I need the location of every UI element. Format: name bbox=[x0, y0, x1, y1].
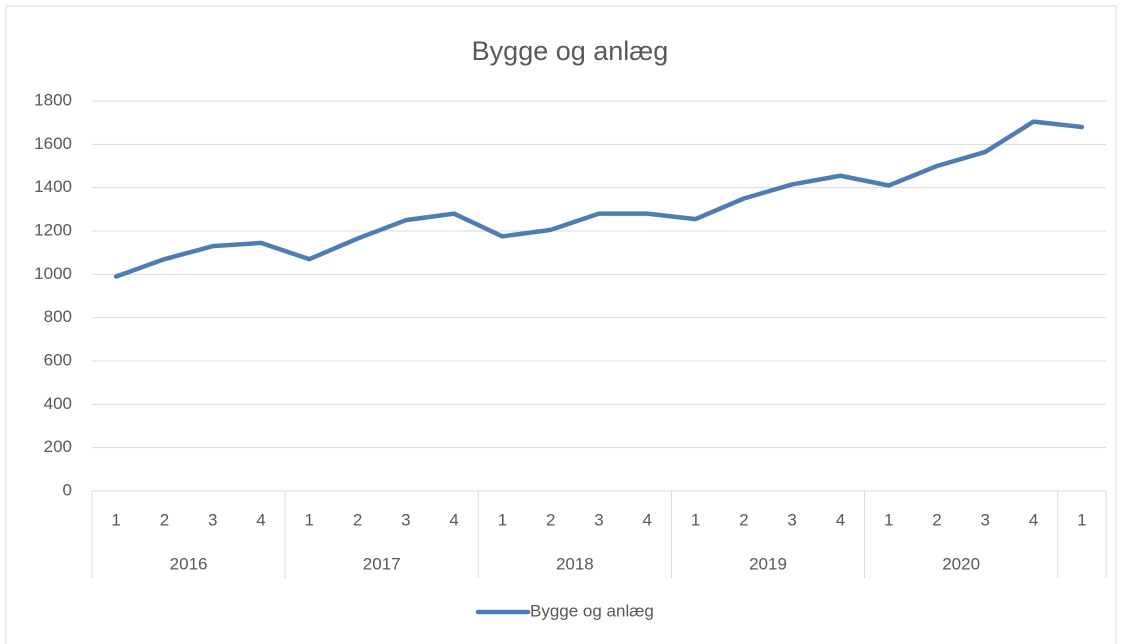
chart-title: Bygge og anlæg bbox=[472, 36, 669, 66]
x-group-label: 2018 bbox=[556, 554, 594, 573]
y-tick-label: 1400 bbox=[34, 177, 72, 196]
x-tick-label: 2 bbox=[546, 510, 555, 529]
x-group-label: 2019 bbox=[749, 554, 787, 573]
x-tick-label: 2 bbox=[739, 510, 748, 529]
x-tick-label: 1 bbox=[691, 510, 700, 529]
x-tick-label: 1 bbox=[884, 510, 893, 529]
x-tick-label: 4 bbox=[449, 510, 458, 529]
y-tick-label: 1200 bbox=[34, 220, 72, 239]
x-group-label: 2017 bbox=[363, 554, 401, 573]
y-tick-label: 1600 bbox=[34, 134, 72, 153]
x-tick-label: 4 bbox=[256, 510, 265, 529]
x-tick-label: 1 bbox=[305, 510, 314, 529]
x-tick-label: 4 bbox=[1029, 510, 1038, 529]
x-tick-label: 1 bbox=[111, 510, 120, 529]
x-tick-label: 3 bbox=[208, 510, 217, 529]
y-tick-label: 1000 bbox=[34, 264, 72, 283]
y-tick-label: 200 bbox=[44, 437, 72, 456]
legend-label: Bygge og anlæg bbox=[530, 601, 654, 620]
y-tick-label: 0 bbox=[63, 480, 72, 499]
x-tick-label: 2 bbox=[932, 510, 941, 529]
x-group-label: 2016 bbox=[170, 554, 208, 573]
x-tick-label: 3 bbox=[981, 510, 990, 529]
y-tick-label: 1800 bbox=[34, 90, 72, 109]
x-tick-label: 4 bbox=[643, 510, 652, 529]
y-tick-label: 400 bbox=[44, 394, 72, 413]
x-tick-label: 4 bbox=[836, 510, 845, 529]
x-tick-label: 1 bbox=[498, 510, 507, 529]
chart-border bbox=[5, 5, 1117, 644]
line-series bbox=[113, 119, 1085, 279]
x-tick-label: 3 bbox=[401, 510, 410, 529]
x-group-label: 2020 bbox=[942, 554, 980, 573]
x-tick-label: 2 bbox=[160, 510, 169, 529]
x-tick-label: 3 bbox=[594, 510, 603, 529]
y-tick-label: 800 bbox=[44, 307, 72, 326]
x-tick-label: 3 bbox=[787, 510, 796, 529]
y-tick-label: 600 bbox=[44, 350, 72, 369]
x-tick-label: 2 bbox=[353, 510, 362, 529]
x-tick-label: 1 bbox=[1077, 510, 1086, 529]
